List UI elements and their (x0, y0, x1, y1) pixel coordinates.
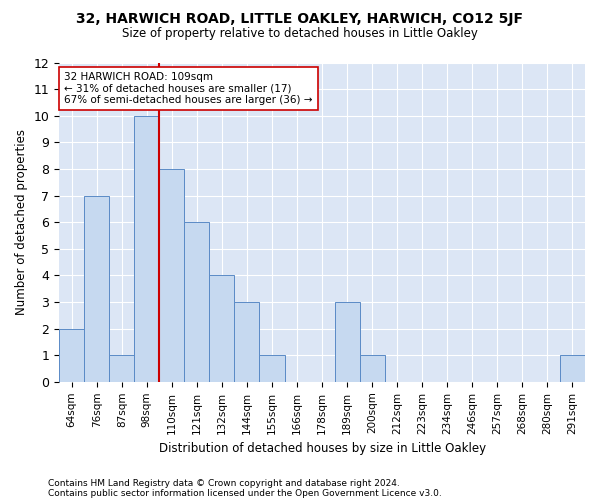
Bar (134, 116, 160, 382)
Bar (109, 355, 134, 382)
Bar (59, 328, 84, 382)
Bar (184, 222, 209, 382)
Bar (235, 302, 259, 382)
Bar (335, 302, 359, 382)
Bar (209, 276, 235, 382)
Text: 32 HARWICH ROAD: 109sqm
← 31% of detached houses are smaller (17)
67% of semi-de: 32 HARWICH ROAD: 109sqm ← 31% of detache… (64, 72, 313, 106)
Text: Size of property relative to detached houses in Little Oakley: Size of property relative to detached ho… (122, 28, 478, 40)
Y-axis label: Number of detached properties: Number of detached properties (15, 129, 28, 315)
Text: Contains HM Land Registry data © Crown copyright and database right 2024.: Contains HM Land Registry data © Crown c… (48, 478, 400, 488)
X-axis label: Distribution of detached houses by size in Little Oakley: Distribution of detached houses by size … (158, 442, 485, 455)
Text: 32, HARWICH ROAD, LITTLE OAKLEY, HARWICH, CO12 5JF: 32, HARWICH ROAD, LITTLE OAKLEY, HARWICH… (77, 12, 523, 26)
Bar (359, 355, 385, 382)
Bar (259, 355, 284, 382)
Bar (84, 196, 109, 382)
Bar (160, 169, 184, 382)
Bar (560, 355, 585, 382)
Text: Contains public sector information licensed under the Open Government Licence v3: Contains public sector information licen… (48, 488, 442, 498)
